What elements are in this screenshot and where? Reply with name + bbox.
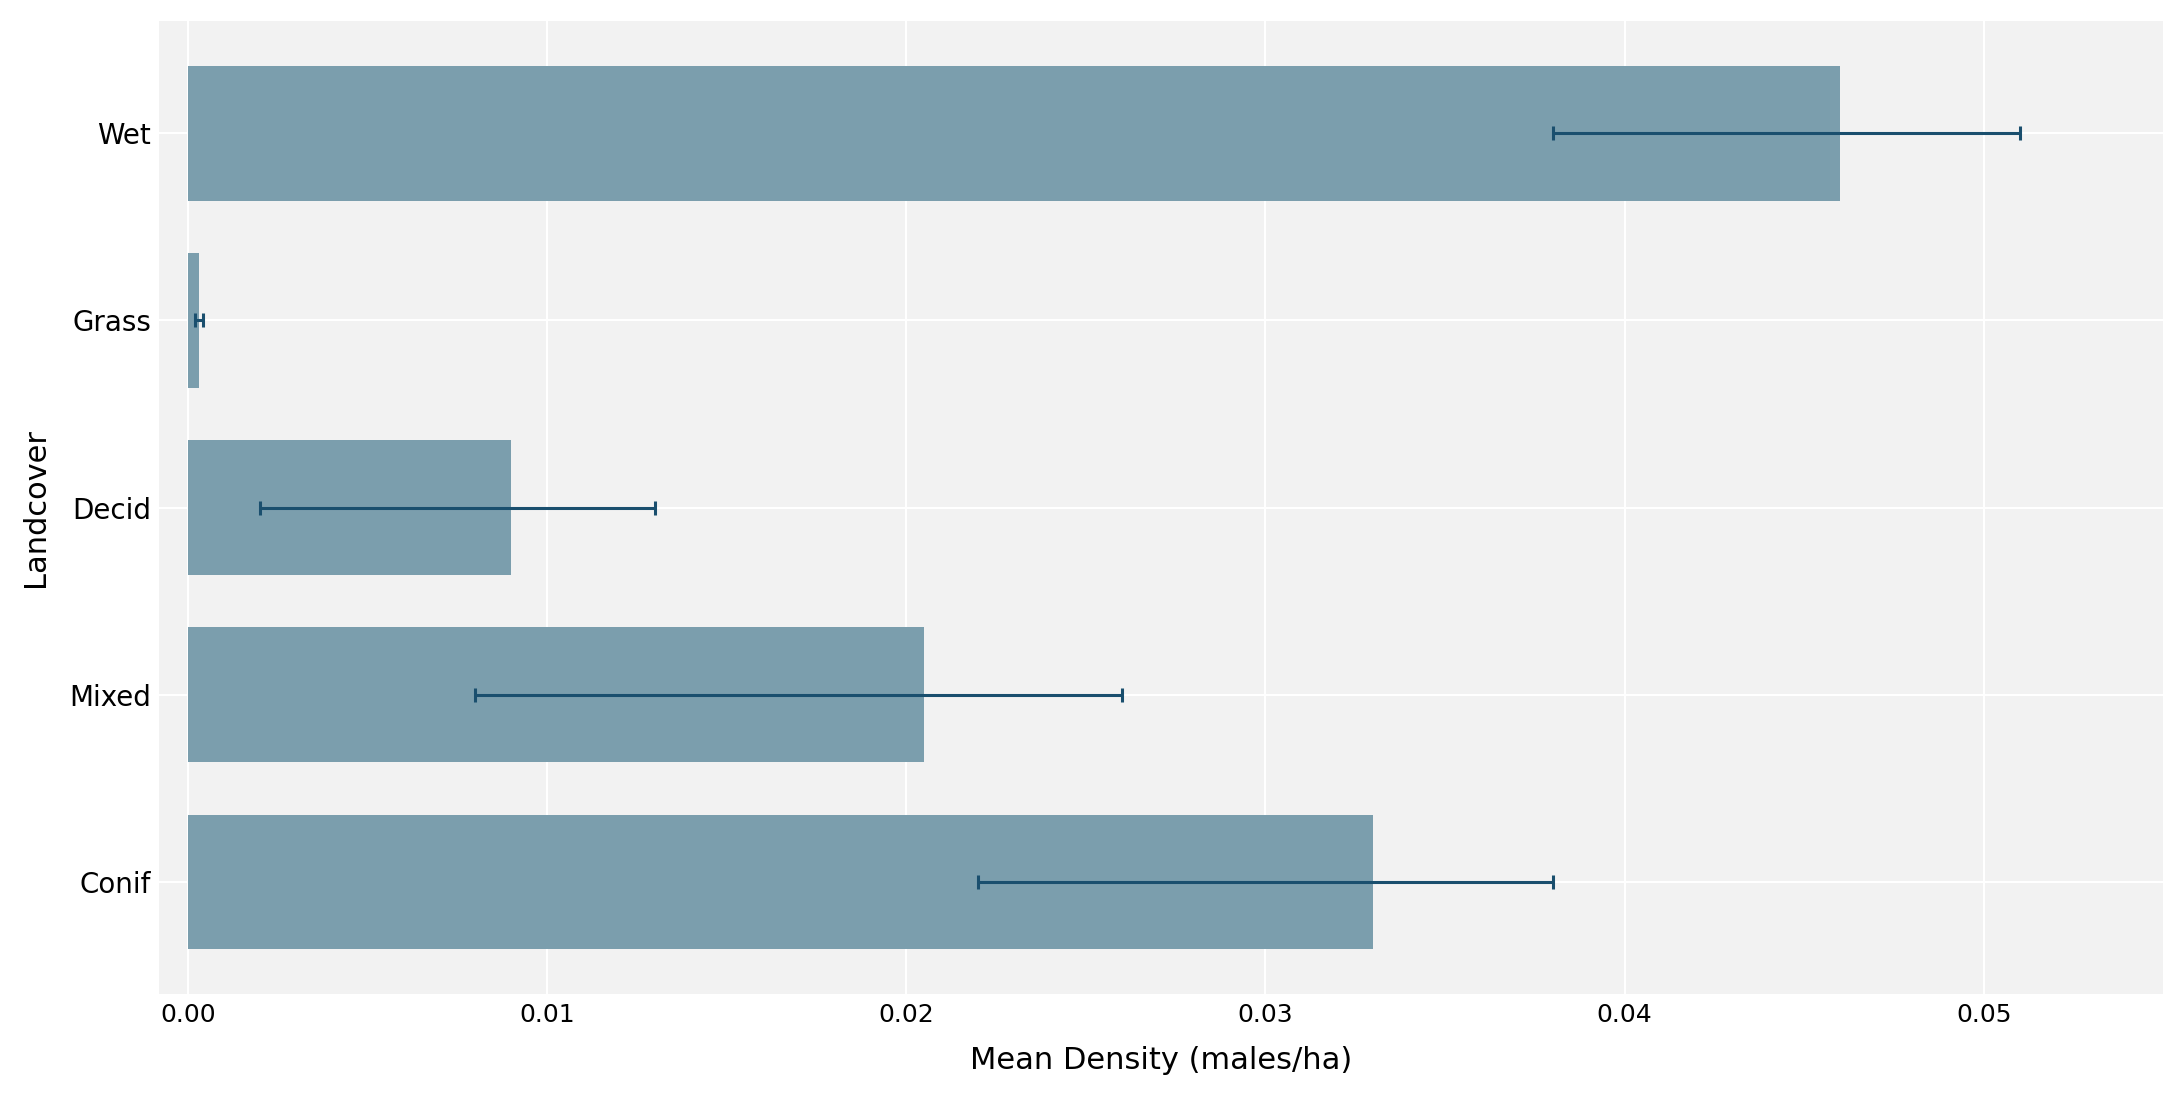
Bar xyxy=(188,253,199,388)
Bar xyxy=(188,627,924,762)
Bar xyxy=(188,441,511,575)
Bar xyxy=(188,66,1839,201)
Bar xyxy=(188,814,1374,949)
Y-axis label: Landcover: Landcover xyxy=(22,429,50,587)
X-axis label: Mean Density (males/ha): Mean Density (males/ha) xyxy=(970,1047,1352,1075)
